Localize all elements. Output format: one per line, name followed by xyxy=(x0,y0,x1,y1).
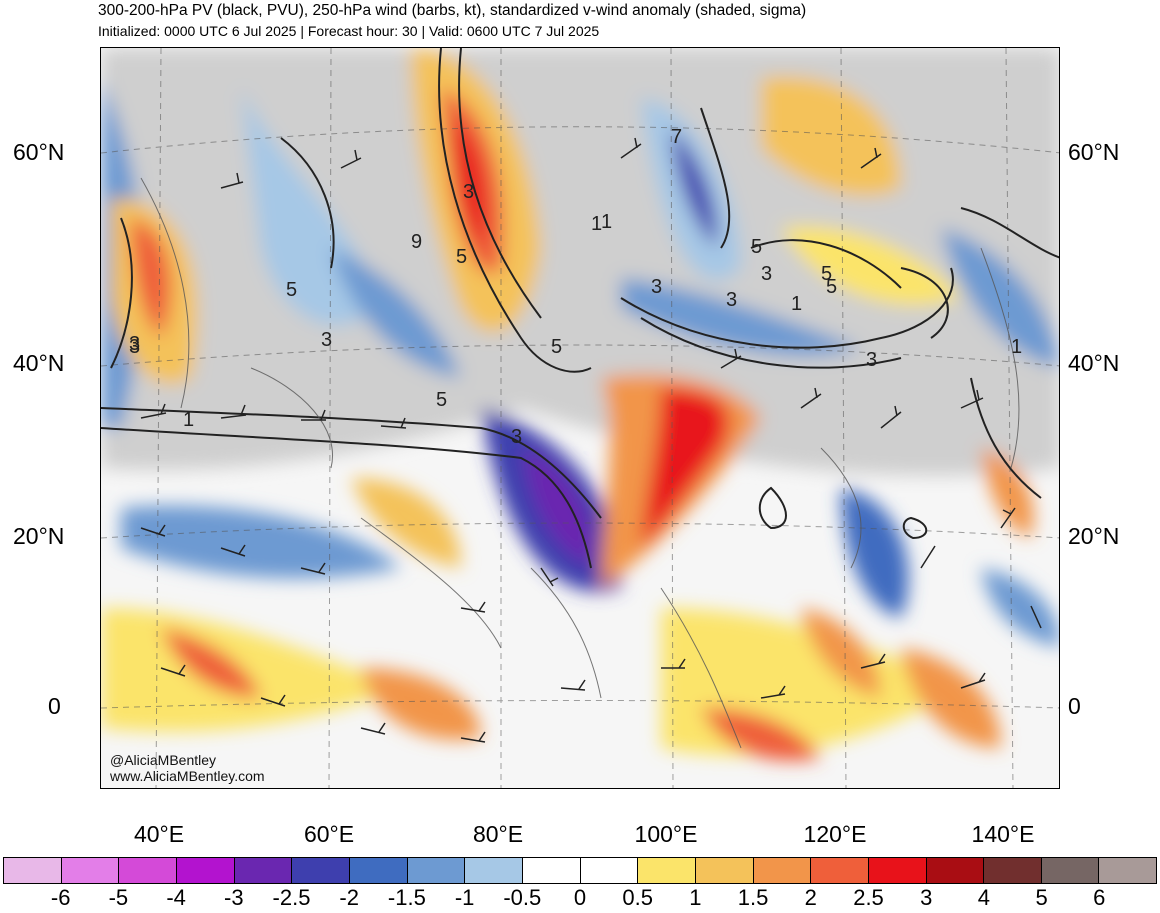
pv-contour-labels: 3 5 9 1 7 5 3 3 1 5 3 5 3 5 3 1 3 1 5 3 … xyxy=(129,126,1022,448)
colorbar-box xyxy=(349,858,408,883)
colorbar-label: 0 xyxy=(573,885,587,910)
contour-label: 7 xyxy=(671,126,682,148)
contour-label: 5 xyxy=(286,279,297,301)
map-svg: 3 5 9 1 7 5 3 3 1 5 3 5 3 5 3 1 3 1 5 3 … xyxy=(101,48,1059,788)
colorbar-box xyxy=(119,858,177,883)
lat-label-left: 20°N xyxy=(13,523,65,549)
colorbar-label: 5 xyxy=(1035,885,1048,910)
contour-label: 9 xyxy=(411,231,422,253)
contour-label: 1 xyxy=(1011,336,1022,358)
contour-label: 3 xyxy=(761,263,772,285)
contour-label: 3 xyxy=(651,276,662,298)
colorbar-box xyxy=(4,858,62,883)
colorbar-box xyxy=(638,858,696,883)
colorbar-label: 2.5 xyxy=(853,885,884,910)
lon-label: 40°E xyxy=(133,821,185,847)
colorbar-label: 2 xyxy=(804,885,817,910)
contour-label: 5 xyxy=(751,236,762,258)
wind-barbs xyxy=(140,137,1042,743)
credit-handle: @AliciaMBentley xyxy=(110,752,217,768)
colorbar-box xyxy=(984,858,1042,883)
contour-label: 3 xyxy=(321,329,332,351)
contour-label: 3 xyxy=(511,426,522,448)
colorbar-label: 3 xyxy=(920,885,933,910)
contour-label: 3 xyxy=(463,181,474,203)
lon-label: 80°E xyxy=(472,821,524,847)
colorbar xyxy=(3,857,1157,884)
contour-label: 1 xyxy=(591,213,602,235)
colorbar-box xyxy=(695,858,754,883)
graticule xyxy=(101,48,1059,788)
anomaly-shading xyxy=(101,48,1059,761)
colorbar-box xyxy=(580,858,639,883)
map-panel: 3 5 9 1 7 5 3 3 1 5 3 5 3 5 3 1 3 1 5 3 … xyxy=(100,47,1060,789)
colorbar-label: 6 xyxy=(1093,885,1106,910)
colorbar-box xyxy=(292,858,350,883)
colorbar-box xyxy=(176,858,235,883)
colorbar-box xyxy=(61,858,120,883)
chart-title: 300-200-hPa PV (black, PVU), 250-hPa win… xyxy=(98,2,807,19)
contour-label: 3 xyxy=(726,289,737,311)
contour-label: 5 xyxy=(436,389,447,411)
lat-label-right: 0 xyxy=(1068,693,1081,719)
colorbar-box xyxy=(522,858,581,883)
colorbar-label: 1 xyxy=(689,885,702,910)
colorbar-label: -4 xyxy=(166,885,186,910)
lon-label: 100°E xyxy=(634,821,698,847)
colorbar-box xyxy=(234,858,293,883)
colorbar-label: 0.5 xyxy=(622,885,653,910)
contour-label: 3 xyxy=(129,336,140,358)
coastlines xyxy=(140,177,1020,749)
pv-contours xyxy=(101,48,1059,569)
lat-label-left: 0 xyxy=(48,693,61,719)
colorbar-label: -3 xyxy=(224,885,244,910)
contour-label: 5 xyxy=(826,276,837,298)
colorbar-label: 4 xyxy=(977,885,991,910)
contour-label: 5 xyxy=(456,246,467,268)
lon-label: 60°E xyxy=(303,821,355,847)
colorbar-label: 1.5 xyxy=(737,885,769,910)
colorbar-label: -2 xyxy=(339,885,359,910)
contour-label: 1 xyxy=(183,409,194,431)
colorbar-label: -5 xyxy=(108,885,129,910)
lat-label-right: 60°N xyxy=(1068,139,1120,165)
lat-label-right: 20°N xyxy=(1068,523,1120,549)
colorbar-box xyxy=(753,858,812,883)
lon-label: 120°E xyxy=(803,821,867,847)
contour-label: 3 xyxy=(866,349,877,371)
contour-label: 5 xyxy=(551,336,562,358)
lat-label-left: 60°N xyxy=(13,139,65,165)
chart-subtitle: Initialized: 0000 UTC 6 Jul 2025 | Forec… xyxy=(98,23,600,39)
colorbar-box xyxy=(926,858,985,883)
colorbar-box xyxy=(1041,858,1100,883)
lat-label-left: 40°N xyxy=(13,350,65,376)
contour-label: 1 xyxy=(791,293,802,315)
colorbar-label: -1 xyxy=(454,885,475,910)
contour-label: 5 xyxy=(821,263,832,285)
colorbar-label: -1.5 xyxy=(387,885,426,910)
colorbar-label: -0.5 xyxy=(503,885,542,910)
colorbar-label: -2.5 xyxy=(272,885,311,910)
colorbar-label: -6 xyxy=(50,885,71,910)
credit-website: www.AliciaMBentley.com xyxy=(110,768,265,784)
colorbar-box xyxy=(811,858,869,883)
contour-label: 1 xyxy=(601,211,612,233)
lat-label-right: 40°N xyxy=(1068,350,1120,376)
colorbar-box xyxy=(1099,858,1157,883)
colorbar-box xyxy=(465,858,523,883)
colorbar-box xyxy=(407,858,466,883)
colorbar-box xyxy=(868,858,927,883)
contour-label: 3 xyxy=(129,333,140,355)
lon-label: 140°E xyxy=(971,821,1035,847)
